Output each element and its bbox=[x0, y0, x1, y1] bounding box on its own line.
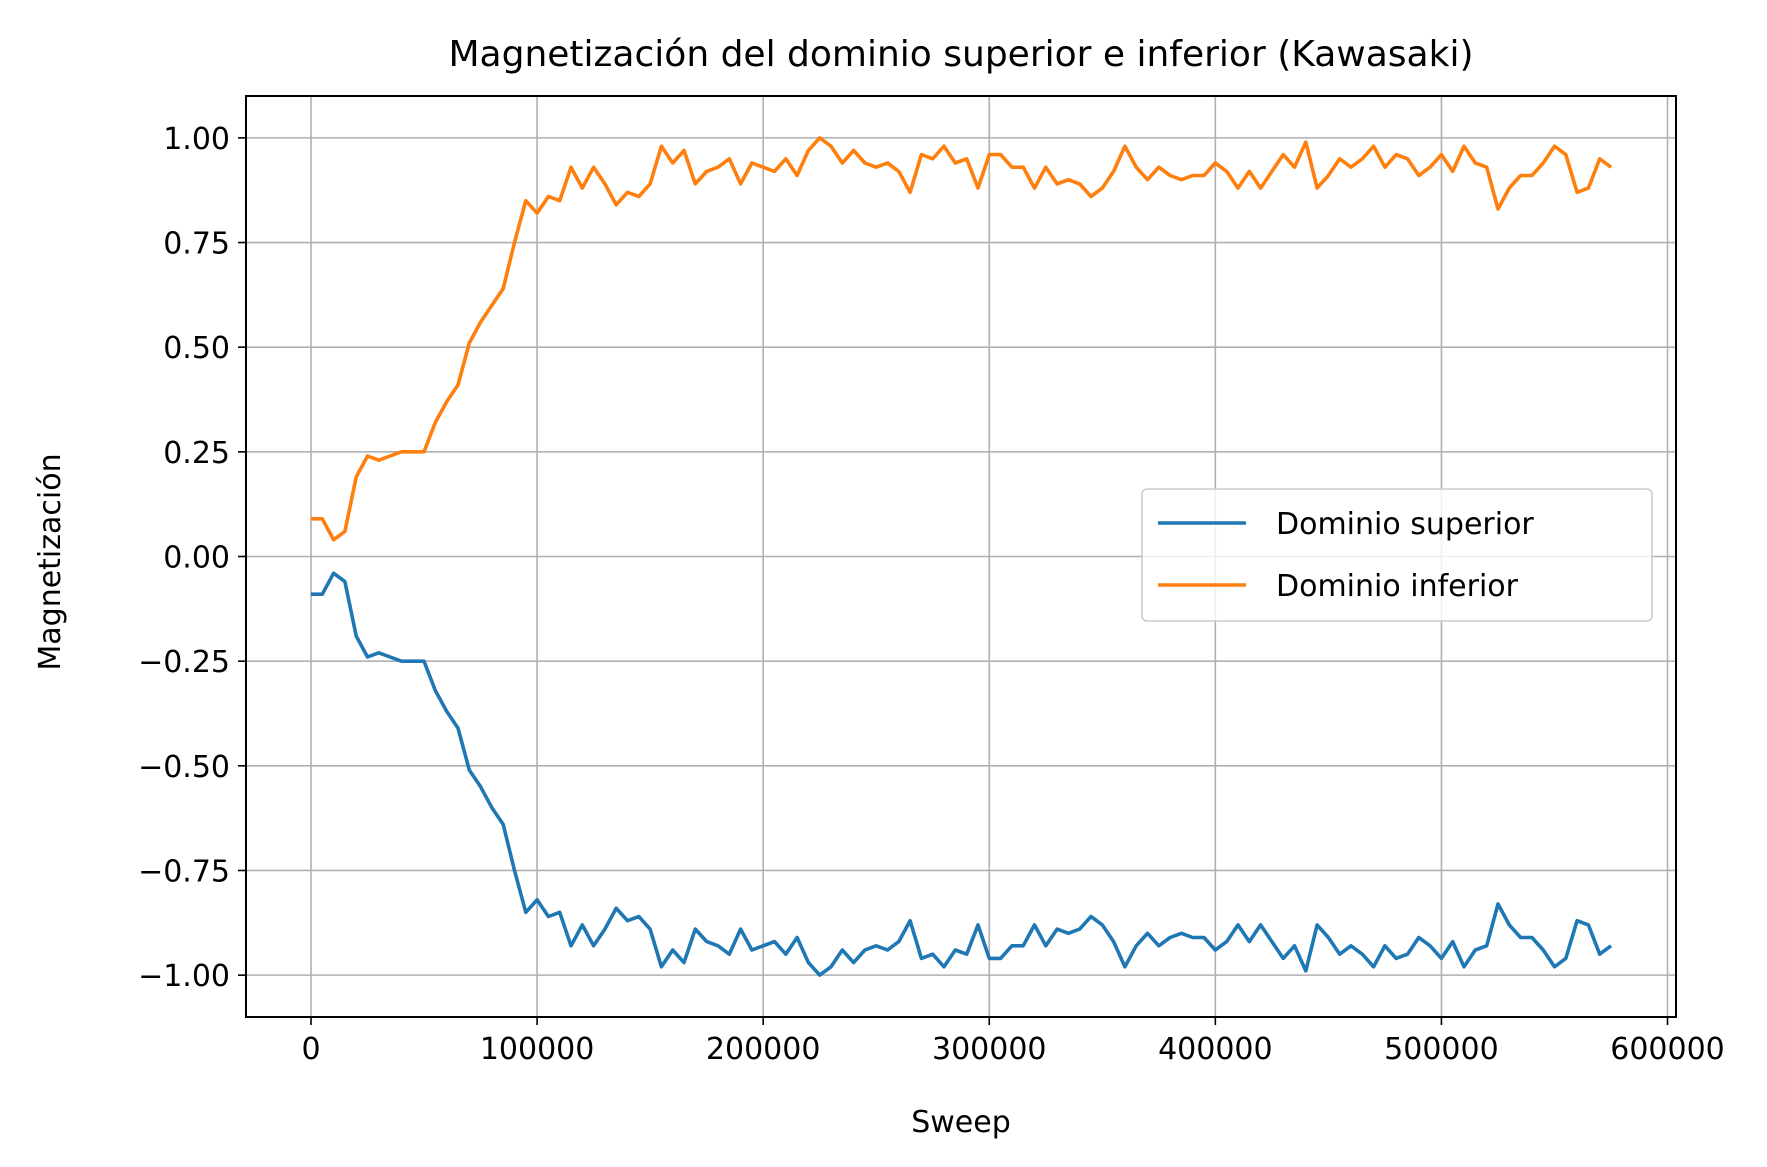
y-tick-label: 0.25 bbox=[163, 436, 230, 471]
y-axis-title: Magnetización bbox=[33, 453, 68, 670]
ticks: 0 100000 200000 300000 400000 500000 600000 1.0… bbox=[138, 122, 1725, 1067]
y-tick-label: −0.25 bbox=[138, 645, 230, 680]
x-tick-label: 400000 bbox=[1158, 1032, 1273, 1067]
grid bbox=[246, 96, 1676, 1017]
y-tick-label: 0.00 bbox=[163, 541, 230, 576]
y-tick-label: 0.75 bbox=[163, 227, 230, 262]
series-group bbox=[311, 136, 1613, 977]
y-tick-label: −0.50 bbox=[138, 750, 230, 785]
legend-label-1: Dominio superior bbox=[1276, 507, 1534, 542]
legend: Dominio superior Dominio inferior bbox=[1141, 488, 1653, 622]
x-tick-label: 300000 bbox=[932, 1032, 1047, 1067]
legend-label-2: Dominio inferior bbox=[1276, 569, 1519, 604]
y-tick-label: −1.00 bbox=[138, 959, 230, 994]
x-tick-label: 600000 bbox=[1610, 1032, 1725, 1067]
legend-box bbox=[1141, 488, 1653, 622]
x-axis-title: Sweep bbox=[911, 1105, 1011, 1140]
series-line-2 bbox=[311, 136, 1613, 542]
x-tick-label: 200000 bbox=[706, 1032, 821, 1067]
chart-title: Magnetización del dominio superior e inf… bbox=[448, 34, 1473, 75]
x-tick-label: 500000 bbox=[1384, 1032, 1499, 1067]
x-tick-label: 100000 bbox=[480, 1032, 595, 1067]
series-line-1 bbox=[311, 571, 1613, 977]
x-tick-label: 0 bbox=[301, 1032, 320, 1067]
y-tick-label: 1.00 bbox=[163, 122, 230, 157]
y-tick-label: 0.50 bbox=[163, 331, 230, 366]
y-tick-label: −0.75 bbox=[138, 854, 230, 889]
